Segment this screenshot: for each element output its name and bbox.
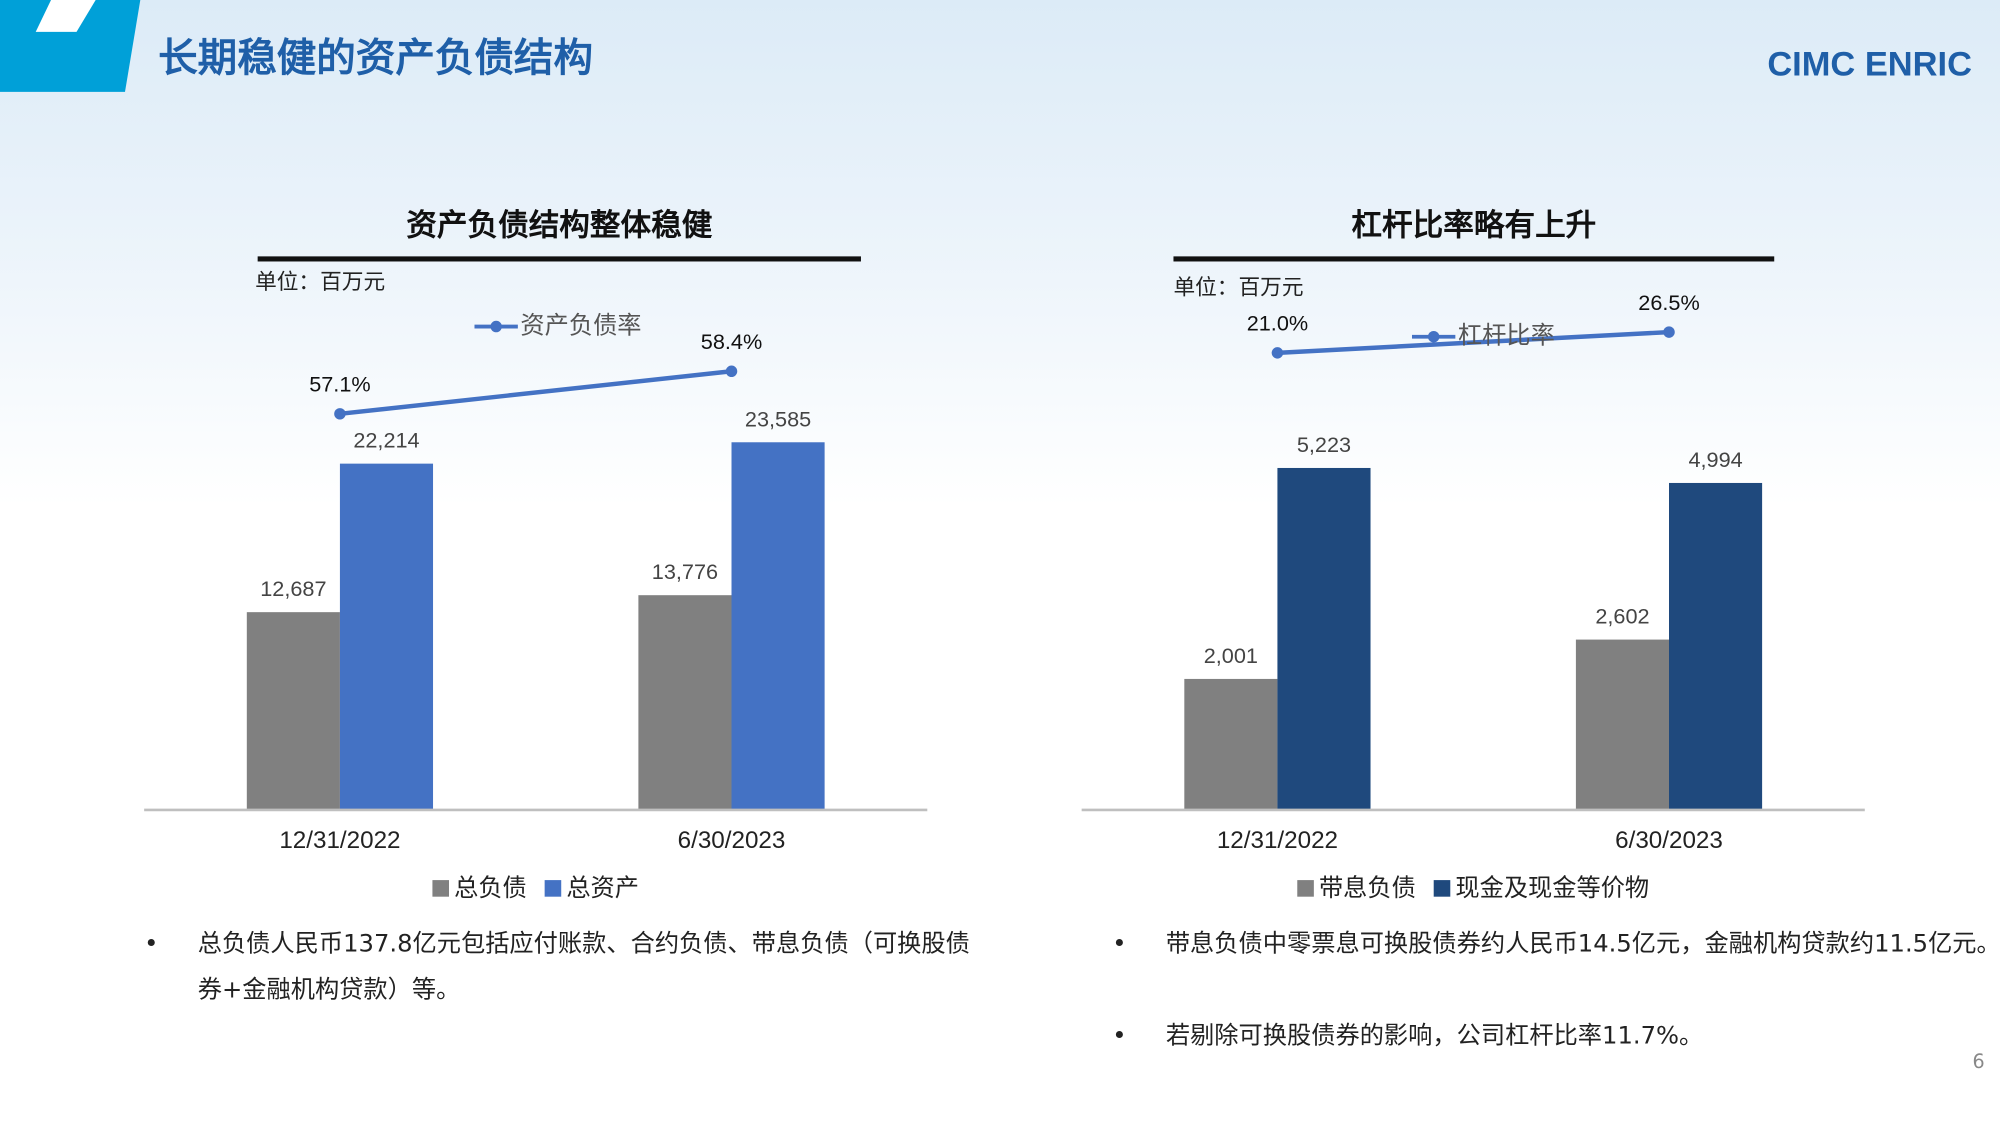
logo: CIMC ENRIC (1767, 45, 1972, 83)
bar-value-label: 23,585 (745, 406, 811, 431)
line-value-label: 58.4% (701, 329, 762, 354)
note: 若剔除可换股债券的影响，公司杠杆比率11.7%。 (1112, 1013, 2000, 1059)
unit-label: 单位：百万元 (1173, 275, 1303, 300)
title-underline (1173, 256, 1775, 262)
bar (339, 463, 434, 810)
bar-value-label: 5,223 (1297, 432, 1351, 457)
line-value-label: 57.1% (309, 371, 370, 396)
bar-value-label: 13,776 (652, 559, 718, 584)
x-tick-label: 12/31/2022 (1217, 827, 1338, 854)
bar-value-label: 4,994 (1688, 447, 1742, 472)
legend-label: 资产负债率 (520, 312, 641, 340)
chart-title: 资产负债结构整体稳健 (406, 209, 712, 244)
bar-value-label: 22,214 (353, 428, 419, 453)
x-tick-label: 6/30/2023 (1615, 827, 1723, 854)
header-notch (35, 0, 96, 32)
bar (1669, 482, 1763, 810)
line-value-label: 21.0% (1247, 311, 1308, 336)
note: 总负债人民币137.8亿元包括应付账款、合约负债、带息负债（可换股债券+金融机构… (144, 921, 976, 1013)
header-band (0, 0, 141, 92)
bar (731, 442, 825, 810)
bar-value-label: 12,687 (260, 576, 326, 601)
legend-label: 总负债 (454, 874, 527, 902)
x-tick-label: 6/30/2023 (678, 827, 786, 854)
bar-value-label: 2,602 (1595, 604, 1649, 629)
line-marker (334, 408, 346, 420)
x-tick-label: 12/31/2022 (279, 827, 400, 854)
legend-label: 现金及现金等价物 (1455, 874, 1649, 902)
bar (1575, 639, 1670, 810)
line (1277, 329, 1670, 356)
line-value-label: 26.5% (1638, 290, 1699, 315)
note: 带息负债中零票息可换股债券约人民币14.5亿元，金融机构贷款约11.5亿元。 (1112, 921, 2000, 967)
unit-label: 单位：百万元 (255, 270, 385, 295)
bar (1277, 467, 1371, 810)
title-underline (257, 256, 861, 262)
line-marker (725, 365, 738, 377)
legend-label: 带息负债 (1319, 874, 1416, 902)
legend-swatch (1297, 880, 1314, 897)
line-marker (1271, 347, 1284, 359)
line-marker (1663, 326, 1675, 338)
legend-label: 杠杆比率 (1458, 322, 1555, 350)
legend-marker (1427, 330, 1440, 343)
legend-marker (490, 320, 502, 333)
page-title: 长期稳健的资产负债结构 (158, 36, 593, 82)
chart-title: 杠杆比率略有上升 (1351, 209, 1596, 244)
line (339, 369, 732, 417)
legend-swatch (544, 880, 562, 897)
bar (638, 595, 732, 810)
legend-swatch (432, 880, 450, 897)
legend-swatch (1433, 880, 1451, 897)
legend-label: 总资产 (566, 874, 639, 902)
bar-value-label: 2,001 (1204, 643, 1258, 668)
bar (1184, 678, 1278, 810)
bar (246, 612, 340, 810)
